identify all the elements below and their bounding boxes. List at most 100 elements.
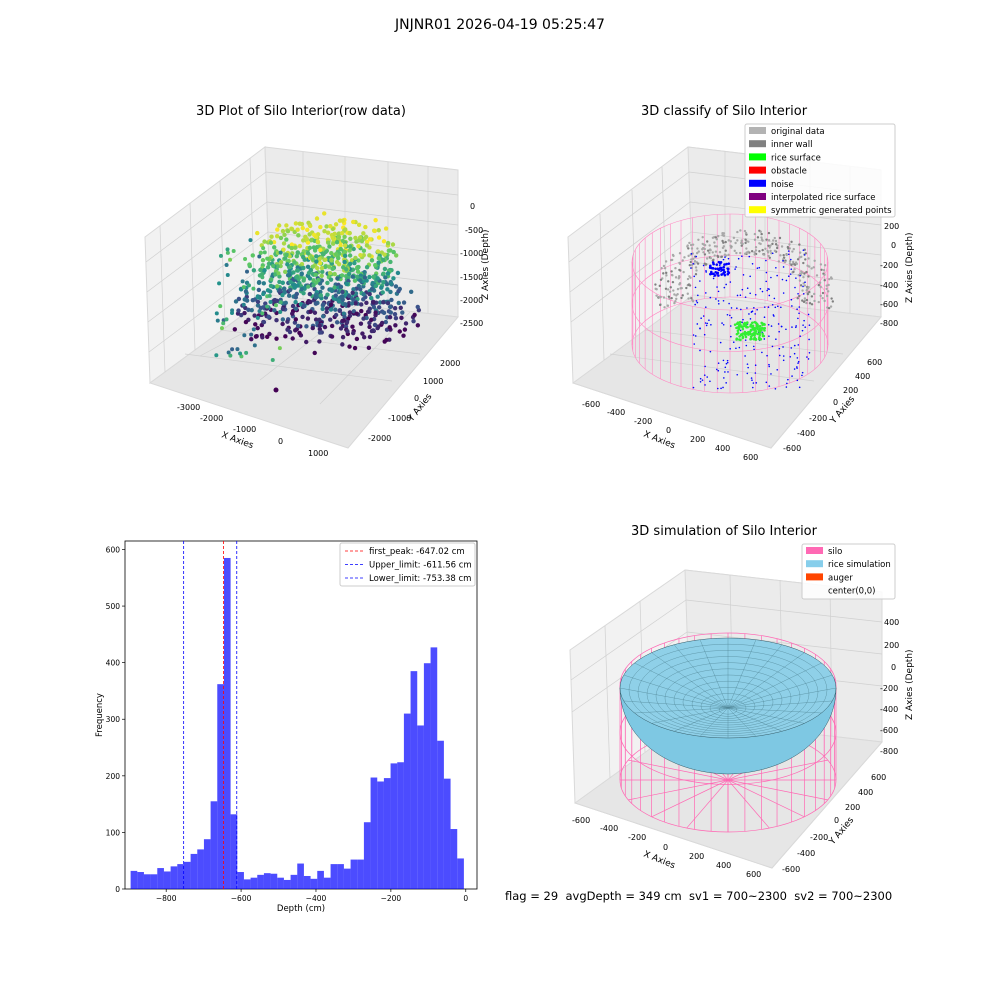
inner-wall-point	[771, 242, 774, 246]
raw-data-point	[391, 276, 396, 281]
cls-ztick: 0	[891, 241, 896, 250]
raw-data-point	[345, 329, 350, 334]
noise-point	[750, 311, 753, 313]
raw-data-point	[317, 339, 322, 344]
raw-data-point	[353, 235, 358, 241]
histogram-bar	[317, 870, 324, 889]
raw-data-point	[319, 273, 324, 279]
inner-wall-point	[740, 244, 743, 247]
rice-surface-point	[754, 321, 758, 324]
inner-wall-point	[688, 275, 691, 278]
raw-data-point	[278, 259, 284, 265]
inner-wall-point	[691, 300, 695, 303]
sim-ztick: 200	[884, 641, 899, 650]
raw-data-point	[338, 284, 344, 290]
raw-data-point	[358, 287, 363, 292]
raw-data-point	[307, 291, 313, 297]
raw-data-point	[240, 279, 245, 284]
inner-wall-point	[802, 300, 806, 304]
noise-point	[796, 357, 799, 359]
inner-wall-point	[759, 242, 762, 246]
noise-point	[692, 386, 695, 389]
noise-point	[721, 322, 723, 324]
inner-wall-point	[665, 271, 668, 275]
cls-ytick: 0	[833, 398, 838, 407]
inner-wall-point	[807, 275, 810, 278]
rice-mesh-line	[727, 700, 833, 709]
raw-data-point	[391, 249, 396, 255]
legend-swatch	[749, 166, 766, 174]
inner-wall-point	[798, 279, 802, 282]
raw-data-point	[375, 294, 380, 299]
raw-data-point	[382, 252, 387, 257]
inner-wall-point	[815, 274, 819, 277]
noise-point	[716, 286, 718, 288]
rice-surface-point	[735, 332, 739, 336]
inner-wall-point	[736, 239, 739, 242]
noise-point	[709, 264, 712, 268]
noise-point	[722, 323, 725, 326]
rice-surface-point	[738, 320, 742, 324]
raw-data-point	[318, 247, 323, 253]
raw-data-point	[395, 270, 401, 276]
inner-wall-point	[677, 274, 681, 278]
inner-wall-point	[807, 286, 810, 289]
noise-point	[741, 255, 743, 258]
inner-wall-point	[696, 262, 700, 265]
raw-data-point	[225, 273, 230, 278]
sim-xtick: 0	[663, 843, 668, 852]
raw-data-point	[251, 327, 256, 332]
raw-data-point	[299, 287, 304, 292]
raw-xtick: 0	[278, 437, 283, 446]
rice-mesh-line	[634, 707, 729, 714]
inner-wall-point	[778, 236, 782, 240]
raw-data-point	[266, 314, 271, 319]
noise-point	[756, 267, 759, 270]
inner-wall-point	[747, 240, 750, 243]
raw-data-point	[269, 234, 274, 239]
noise-point	[797, 362, 799, 364]
rice-mesh-line	[727, 674, 833, 709]
inner-wall-point	[768, 256, 771, 259]
histogram-bar	[243, 879, 251, 889]
raw-data-point	[388, 310, 394, 315]
raw-data-point	[333, 312, 339, 318]
raw-data-point	[361, 292, 366, 297]
raw-data-point	[280, 280, 286, 285]
raw-data-point	[273, 303, 278, 308]
noise-point	[746, 307, 748, 309]
raw-data-point	[326, 264, 332, 269]
noise-point	[699, 327, 701, 330]
noise-point	[749, 318, 752, 320]
histogram-bar	[170, 866, 178, 889]
noise-point	[700, 317, 702, 320]
noise-point	[793, 352, 796, 355]
noise-point	[726, 267, 730, 271]
raw-data-point	[276, 271, 281, 276]
raw-data-point	[289, 245, 294, 251]
histogram-bar	[323, 877, 331, 889]
raw-data-point	[347, 244, 353, 249]
noise-point	[752, 345, 755, 348]
inner-wall-point	[764, 247, 767, 251]
raw-data-point	[375, 249, 381, 254]
inner-wall-point	[714, 236, 718, 239]
raw-data-point	[328, 307, 334, 312]
inner-wall-point	[701, 247, 704, 251]
histogram-bar	[417, 725, 424, 889]
inner-wall-point	[803, 297, 807, 300]
silo-floor-line	[628, 759, 729, 781]
inner-wall-point	[819, 263, 823, 266]
raw-data-point	[280, 321, 285, 327]
histogram-bar	[357, 859, 364, 889]
raw-data-point	[235, 347, 240, 352]
raw-data-point	[385, 300, 391, 306]
noise-point	[690, 252, 693, 255]
noise-point	[745, 344, 748, 347]
raw-data-point	[361, 335, 367, 340]
raw-data-point	[339, 230, 345, 236]
inner-wall-point	[813, 292, 816, 296]
noise-point	[796, 366, 798, 368]
noise-point	[717, 362, 720, 364]
